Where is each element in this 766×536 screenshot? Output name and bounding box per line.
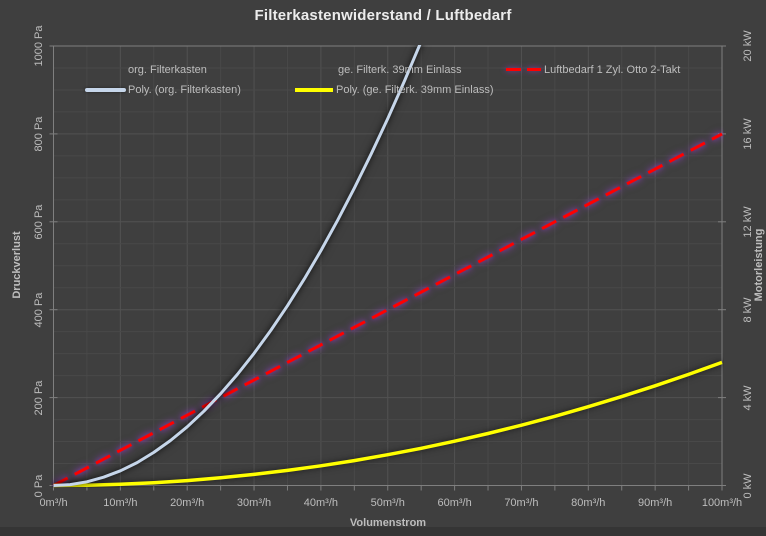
y-left-tick-label: 600 Pa	[33, 204, 45, 240]
y-right-tick-label: 4 kW	[742, 385, 754, 411]
legend-label: Poly. (ge. Filterk. 39mm Einlass)	[336, 83, 494, 96]
y-left-tick-label: 200 Pa	[33, 380, 45, 416]
x-tick-label: 100m³/h	[701, 497, 743, 509]
x-tick-label: 60m³/h	[437, 497, 472, 509]
legend-item-ge-filterk-39mm[interactable]: ge. Filterk. 39mm Einlass	[295, 62, 461, 77]
legend-item-org-filterkasten[interactable]: org. Filterkasten	[85, 62, 207, 77]
x-tick-label: 90m³/h	[638, 497, 673, 509]
x-tick-label: 70m³/h	[504, 497, 539, 509]
x-axis-title: Volumenstrom	[349, 517, 427, 529]
y-left-tick-label: 1000 Pa	[33, 25, 45, 67]
legend-label: Poly. (org. Filterkasten)	[128, 83, 241, 96]
x-tick-label: 50m³/h	[370, 497, 405, 509]
chart-bottom-edge	[0, 527, 766, 536]
legend-marker-hidden-series-icon	[85, 68, 126, 72]
legend-marker-blue-line-icon	[85, 87, 126, 92]
y-left-tick-label: 800 Pa	[33, 116, 45, 152]
legend-marker-hidden-series-icon	[295, 68, 336, 72]
x-tick-label: 40m³/h	[303, 497, 339, 509]
x-tick-label: 80m³/h	[571, 497, 606, 509]
axes	[49, 45, 726, 491]
legend-marker-red-dashed-line-icon	[506, 68, 541, 71]
legend-label: Luftbedarf 1 Zyl. Otto 2-Takt	[544, 63, 681, 76]
y-axis-title-left: Druckverlust	[11, 231, 23, 299]
legend-item-poly-org-filterkasten[interactable]: Poly. (org. Filterkasten)	[85, 82, 241, 97]
gridlines	[53, 46, 722, 486]
y-axis-title-right: Motorleistung	[753, 228, 765, 302]
y-left-tick-label: 0 Pa	[33, 474, 45, 497]
y-right-tick-label: 8 kW	[742, 297, 754, 323]
y-left-tick-label: 400 Pa	[33, 292, 45, 328]
legend-label: ge. Filterk. 39mm Einlass	[338, 63, 462, 76]
x-tick-label: 30m³/h	[236, 497, 272, 509]
y-right-tick-label: 16 kW	[742, 118, 754, 150]
series-line-2[interactable]	[53, 41, 422, 487]
legend-item-poly-ge-filterk-39mm[interactable]: Poly. (ge. Filterk. 39mm Einlass)	[295, 82, 494, 97]
y-right-tick-label: 0 kW	[742, 472, 754, 499]
legend-marker-yellow-line-icon	[295, 87, 333, 92]
y-right-tick-label: 12 kW	[742, 206, 754, 238]
x-tick-label: 0m³/h	[39, 497, 68, 509]
series-line-4[interactable]	[53, 360, 723, 488]
series-line-5[interactable]	[52, 132, 723, 487]
x-tick-label: 20m³/h	[170, 497, 205, 509]
chart-title: Filterkastenwiderstand / Luftbedarf	[254, 7, 512, 24]
x-tick-label: 10m³/h	[103, 497, 138, 509]
legend-label: org. Filterkasten	[128, 63, 207, 76]
legend-item-luftbedarf-otto-2takt[interactable]: Luftbedarf 1 Zyl. Otto 2-Takt	[506, 62, 680, 77]
y-right-tick-label: 20 kW	[742, 30, 754, 62]
